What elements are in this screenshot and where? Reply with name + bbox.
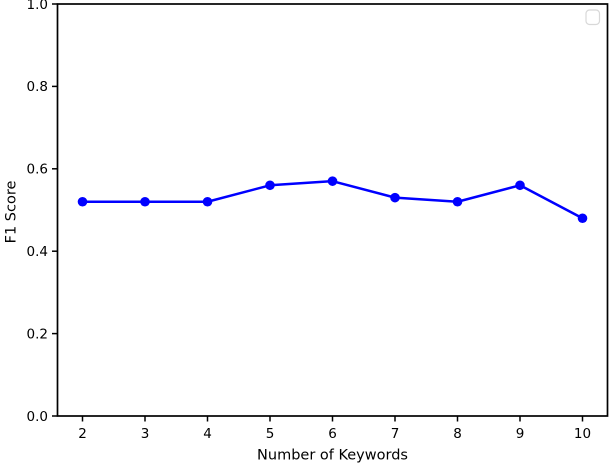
data-line — [81, 179, 584, 220]
x-tick-label: 8 — [453, 426, 462, 442]
y-tick-label: 1.0 — [27, 0, 48, 13]
data-point — [265, 180, 275, 191]
data-point — [140, 196, 150, 207]
data-point — [327, 176, 338, 186]
y-tick-label: 0.4 — [27, 244, 48, 260]
x-tick-label: 6 — [328, 426, 337, 442]
y-tick-label: 0.6 — [27, 162, 48, 178]
x-tick-label: 2 — [78, 426, 87, 442]
x-tick-label: 10 — [574, 426, 591, 442]
data-point — [202, 196, 213, 207]
data-point — [515, 180, 525, 191]
data-point — [77, 196, 88, 207]
data-point — [390, 192, 400, 203]
x-tick-label: 7 — [391, 426, 400, 442]
y-tick-label: 0.2 — [27, 326, 48, 342]
y-tick-label: 0.0 — [27, 409, 48, 425]
data-point — [577, 213, 588, 224]
x-axis-label: Number of Keywords — [257, 448, 408, 464]
y-tick-label: 0.8 — [27, 79, 48, 95]
x-tick-label: 9 — [516, 426, 525, 442]
x-tick-label: 4 — [203, 426, 212, 442]
y-axis-label: F1 Score — [4, 181, 20, 244]
data-point — [452, 196, 463, 207]
plot-area — [56, 3, 609, 417]
x-tick-label: 3 — [141, 426, 150, 442]
x-tick-label: 5 — [266, 426, 275, 442]
legend-box — [585, 9, 601, 26]
